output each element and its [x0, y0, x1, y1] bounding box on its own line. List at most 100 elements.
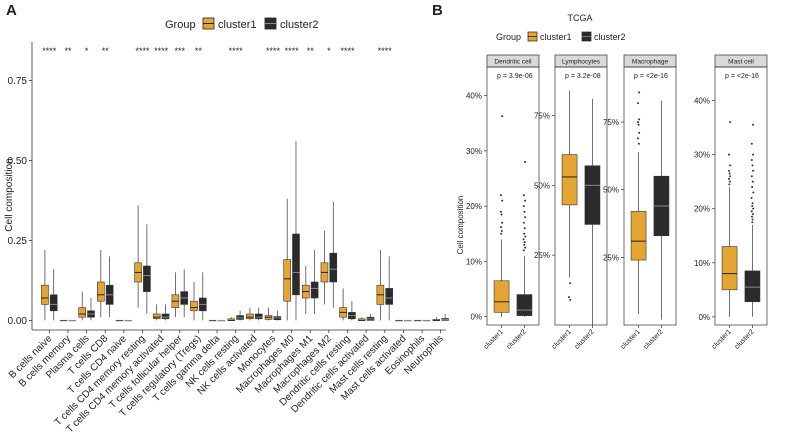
facet-cluster2-box	[584, 165, 601, 225]
facet-outlier-point	[750, 210, 753, 213]
facet-x-tick-label: cluster2	[734, 328, 756, 350]
facet-outlier-point	[524, 216, 527, 219]
facet-pvalue: p = 3.2e-08	[565, 73, 601, 80]
panel-a-cluster2-box	[254, 313, 263, 320]
facet-outlier-point	[751, 221, 754, 224]
facet-outlier-point	[500, 213, 503, 216]
panel-b-legend-label-cluster1: cluster1	[540, 32, 572, 42]
facet-outlier-point	[524, 199, 527, 202]
facet-outlier-point	[750, 158, 753, 161]
panel-b-title: TCGA	[567, 13, 592, 23]
facet-frame	[623, 66, 677, 326]
facet-y-tick-label: 20%	[466, 202, 482, 211]
facet-outlier-point	[522, 205, 525, 208]
facet-title: Lymphocytes	[562, 59, 601, 66]
panel-b-letter: B	[432, 2, 443, 19]
panel-a-letter: A	[6, 2, 17, 19]
facet-outlier-point	[729, 121, 732, 124]
panel-a-cluster1-box	[246, 313, 254, 320]
panel-a-cluster1-box	[41, 284, 49, 305]
facet-outlier-point	[727, 177, 730, 180]
facet-frame	[714, 66, 768, 326]
facet-outlier-point	[751, 180, 754, 183]
facet-outlier-point	[499, 194, 502, 197]
facet-cluster2-box	[516, 294, 533, 316]
facet-y-tick-label: 30%	[466, 147, 482, 156]
facet-pvalue: p = <2e-16	[634, 73, 668, 80]
panel-a-significance: ****	[285, 46, 300, 56]
panel-b-legend-key-cluster2	[581, 31, 592, 42]
panel-a-significance: ***	[175, 46, 186, 56]
facet-outlier-point	[638, 118, 641, 121]
panel-a-legend: Group cluster1 cluster2	[165, 17, 319, 31]
facet-outlier-point	[752, 207, 755, 210]
panel-a-significance: *	[85, 46, 89, 56]
facet-outlier-point	[728, 172, 731, 175]
facet-title: Mast cell	[728, 59, 754, 66]
facet-cluster1-box	[721, 246, 738, 291]
facet-outlier-point	[750, 196, 753, 199]
facet-outlier-point	[636, 102, 639, 105]
facet-outlier-point	[501, 221, 504, 224]
panel-a-cluster1-box	[283, 259, 291, 302]
panel-a-cluster2-box	[329, 252, 338, 283]
facet-title: Dendritic cell	[494, 59, 532, 66]
panel-b-y-axis-label: Cell composition	[456, 196, 465, 255]
facet-outlier-point	[522, 221, 525, 224]
facet-outlier-point	[752, 169, 755, 172]
facet-outlier-point	[752, 153, 755, 156]
facet-x-tick-label: cluster1	[711, 328, 733, 350]
facet-y-tick-label: 10%	[694, 259, 710, 268]
facet-outlier-point	[751, 164, 754, 167]
panel-a-y-tick-label: 0.25	[8, 236, 28, 247]
facet-outlier-point	[523, 243, 526, 246]
panel-a-significance: ****	[378, 46, 393, 56]
facet-y-tick-label: 40%	[694, 96, 710, 105]
facet-outlier-point	[523, 241, 526, 244]
facet-frame	[554, 66, 608, 326]
facet-outlier-point	[752, 191, 755, 194]
facet-y-tick-label: 10%	[466, 257, 482, 266]
facet-outlier-point	[524, 235, 527, 238]
facet-outlier-point	[524, 246, 527, 249]
facet-cluster1-box	[630, 211, 647, 261]
facet-x-tick-label: cluster2	[574, 328, 596, 350]
panel-a-significance: ****	[154, 46, 169, 56]
facet-outlier-point	[752, 123, 755, 126]
panel-a-significance: **	[307, 46, 315, 56]
facet-outlier-point	[501, 199, 504, 202]
facet-outlier-point	[522, 238, 525, 241]
legend-label-cluster2: cluster2	[280, 19, 319, 31]
facet-x-tick-label: cluster1	[551, 328, 573, 350]
panel-b-legend-title: Group	[496, 32, 521, 42]
facet-outlier-point	[499, 226, 502, 229]
facet-outlier-point	[499, 210, 502, 213]
facet-cluster2-box	[744, 270, 761, 303]
facet-outlier-point	[500, 232, 503, 235]
legend-key-cluster1	[202, 17, 215, 30]
facet-pvalue: p = 3.9e-06	[497, 73, 533, 80]
panel-a-significance: ****	[229, 46, 244, 56]
facet-outlier-point	[729, 164, 732, 167]
panel-a-significance: ****	[340, 46, 355, 56]
facet-outlier-point	[729, 175, 732, 178]
legend-label-cluster1: cluster1	[218, 19, 257, 31]
facet-y-tick-label: 25%	[534, 251, 550, 260]
facet-y-tick-label: 75%	[603, 118, 619, 127]
facet-outlier-point	[523, 227, 526, 230]
facet-outlier-point	[523, 232, 526, 235]
facet-title: Macrophage	[632, 59, 669, 66]
legend-title: Group	[165, 19, 196, 31]
panel-a-cluster1-box	[97, 281, 105, 302]
facet-y-tick-label: 30%	[694, 151, 710, 160]
facet-outlier-point	[750, 142, 753, 145]
facet-outlier-point	[727, 153, 730, 156]
facet-outlier-point	[638, 91, 641, 94]
facet-outlier-point	[567, 296, 570, 299]
facet-outlier-point	[751, 186, 754, 189]
facet-outlier-point	[638, 131, 641, 134]
facet-outlier-point	[751, 204, 754, 207]
panel-a-boxplot: Cell composition 0.000.250.500.75****B c…	[4, 42, 449, 435]
panel-a-cluster1-box	[78, 307, 86, 318]
facet-outlier-point	[751, 202, 754, 205]
